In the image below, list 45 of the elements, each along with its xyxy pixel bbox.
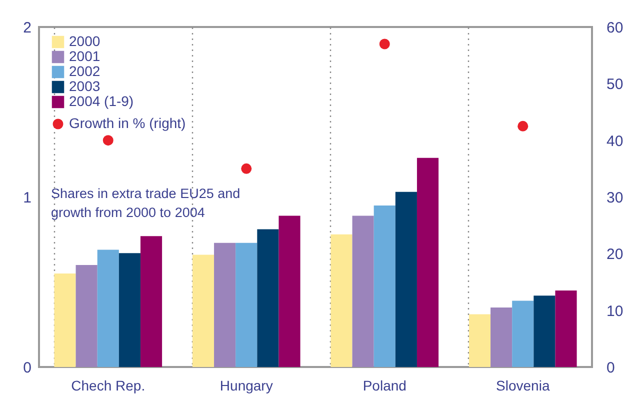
- y-tick-label: 2: [23, 20, 32, 36]
- y-tick-label: 0: [23, 360, 32, 376]
- bar: [534, 296, 556, 367]
- point: [379, 38, 390, 50]
- legend-label: 2001: [69, 48, 100, 64]
- x-tick-label: Poland: [362, 378, 406, 394]
- bar: [374, 206, 396, 367]
- bar: [76, 265, 98, 367]
- x-tick-label: Hungary: [220, 378, 273, 394]
- point: [518, 120, 528, 132]
- x-tick-label: Chech Rep.: [71, 378, 146, 394]
- legend-label: 2000: [69, 33, 100, 49]
- y2-tick-label: 0: [606, 360, 615, 376]
- point: [241, 163, 252, 174]
- bar: [416, 158, 439, 367]
- legend-label: Growth in % (right): [69, 115, 186, 131]
- bar: [257, 229, 279, 367]
- bar: [490, 308, 512, 367]
- bar: [140, 236, 162, 367]
- y2-tick-label: 30: [606, 190, 624, 206]
- legend-label: 2003: [69, 78, 100, 94]
- bar: [236, 242, 258, 367]
- y2-tick-label: 20: [606, 246, 624, 264]
- bar: [352, 216, 374, 367]
- y-tick-label: 1: [23, 190, 32, 206]
- bar: [214, 242, 236, 367]
- y2-tick-label: 10: [606, 302, 624, 320]
- y2-tick-label: 50: [606, 76, 624, 94]
- bar: [278, 216, 300, 367]
- bar: [555, 290, 577, 367]
- bar: [118, 253, 140, 367]
- bar: [192, 254, 214, 367]
- bar: [468, 314, 491, 367]
- legend-label: 2004 (1-9): [69, 93, 134, 109]
- legend-label: 2002: [69, 63, 100, 79]
- bar: [54, 274, 76, 367]
- bar: [97, 250, 119, 367]
- annotation: Shares in extra trade EU25 and growth from 2000 to 2004: [51, 186, 240, 220]
- bar: [395, 192, 417, 367]
- bar: [330, 234, 352, 367]
- y2-tick-label: 40: [606, 132, 624, 150]
- bar: [512, 300, 534, 367]
- y2-tick-label: 60: [606, 20, 624, 36]
- point: [102, 135, 114, 146]
- x-tick-label: Slovenia: [496, 378, 550, 394]
